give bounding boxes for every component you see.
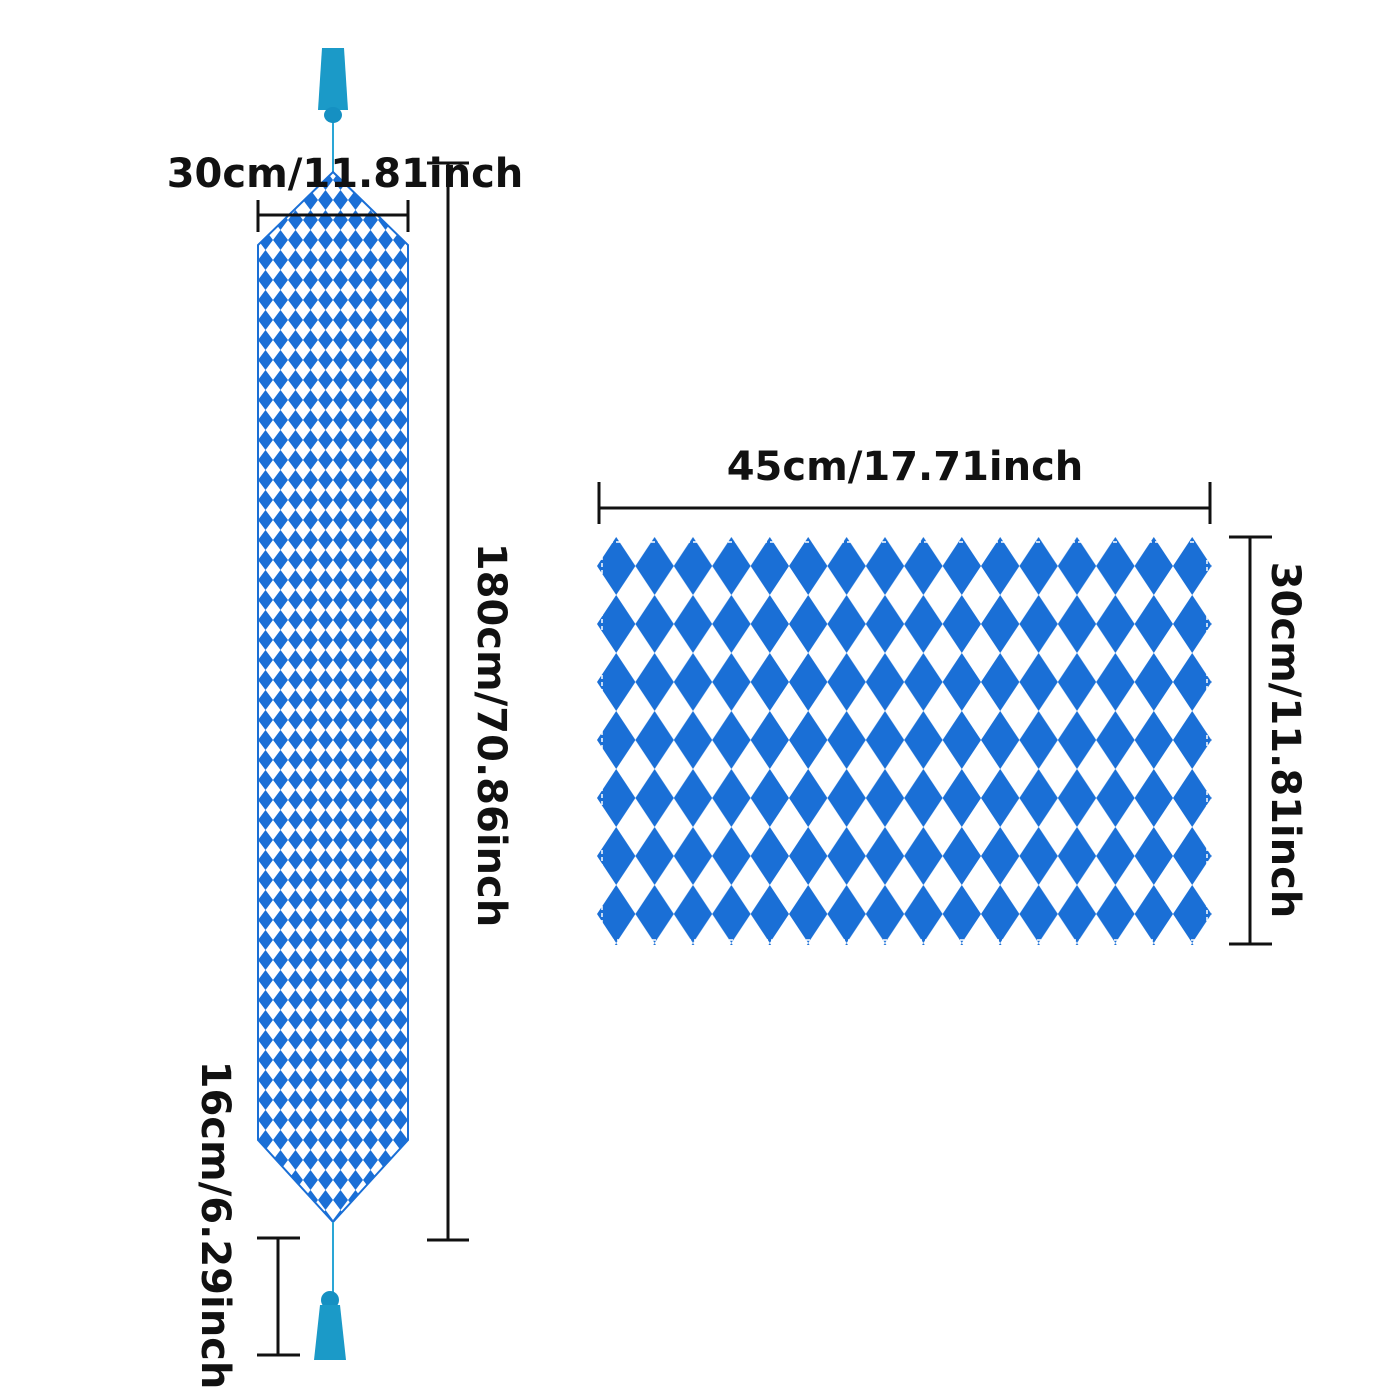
placemat [597,537,1212,945]
table-runner [257,170,409,1224]
tassel-top [318,48,348,175]
runner-width-label: 30cm/11.81inch [167,151,524,197]
runner-length-label: 180cm/70.86inch [468,543,514,927]
stitching [601,541,1208,941]
dimension-lines [256,161,1272,1357]
placemat-width-label: 45cm/17.71inch [727,444,1084,490]
tassel-length-label: 16cm/6.29inch [192,1061,238,1390]
placemat-height-label: 30cm/11.81inch [1262,562,1308,919]
tassel-bottom [314,1222,346,1360]
